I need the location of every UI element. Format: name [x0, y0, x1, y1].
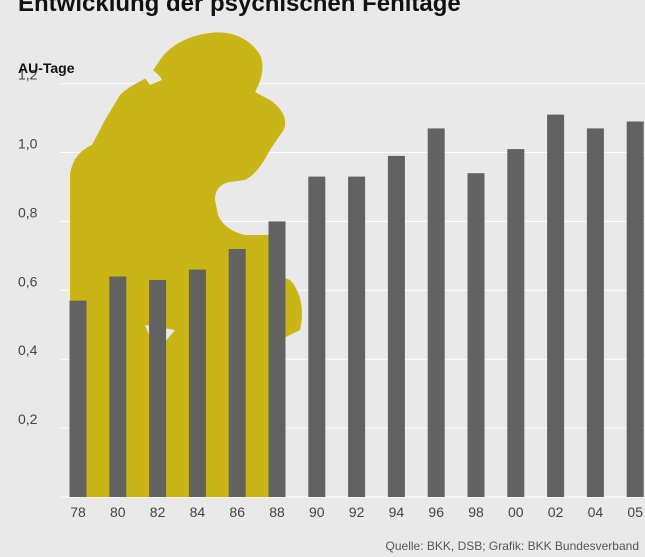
x-tick-label: 94	[389, 504, 405, 520]
bar-02	[547, 114, 565, 497]
y-axis-ticks: 0,2 0,4 0,6 0,8 1,0 1,2	[18, 67, 38, 428]
bar-88	[268, 221, 286, 497]
y-axis-label: AU-Tage	[18, 60, 75, 76]
x-tick-label: 88	[269, 504, 285, 520]
x-tick-label: 04	[588, 504, 604, 520]
bar-96	[427, 128, 445, 497]
x-tick-label: 98	[468, 504, 484, 520]
x-tick-label: 84	[190, 504, 206, 520]
x-axis-ticks: 78 80 82 84 86 88 90 92 94 96 98 00 02 04 05	[70, 504, 643, 520]
bar-05	[626, 121, 644, 497]
x-tick-label: 82	[150, 504, 166, 520]
bar-78	[69, 300, 87, 497]
y-tick-label: 1,0	[18, 136, 38, 152]
x-tick-label: 02	[548, 504, 564, 520]
bar-80	[109, 276, 127, 497]
x-tick-label: 90	[309, 504, 325, 520]
x-tick-label: 86	[229, 504, 245, 520]
bar-84	[188, 269, 206, 497]
chart-title: Entwicklung der psychischen Fehltage	[18, 0, 461, 17]
y-tick-label: 1,2	[18, 67, 38, 83]
x-tick-label: 80	[110, 504, 126, 520]
x-tick-label: 05	[627, 504, 643, 520]
bar-92	[348, 176, 366, 497]
x-tick-label: 78	[70, 504, 86, 520]
bars	[69, 114, 644, 497]
thinker-silhouette-icon	[70, 32, 302, 497]
bar-94	[387, 155, 405, 497]
y-tick-label: 0,2	[18, 411, 38, 427]
bar-82	[149, 280, 167, 497]
y-tick-label: 0,4	[18, 342, 38, 358]
bar-98	[467, 173, 485, 497]
x-tick-label: 92	[349, 504, 365, 520]
bar-86	[228, 249, 246, 497]
bar-00	[507, 149, 525, 497]
bar-04	[586, 128, 604, 497]
source-note: Quelle: BKK, DSB; Grafik: BKK Bundesverb…	[385, 539, 639, 553]
x-tick-label: 00	[508, 504, 524, 520]
bar-90	[308, 176, 326, 497]
x-tick-label: 96	[428, 504, 444, 520]
y-tick-label: 0,8	[18, 204, 38, 220]
y-tick-label: 0,6	[18, 273, 38, 289]
